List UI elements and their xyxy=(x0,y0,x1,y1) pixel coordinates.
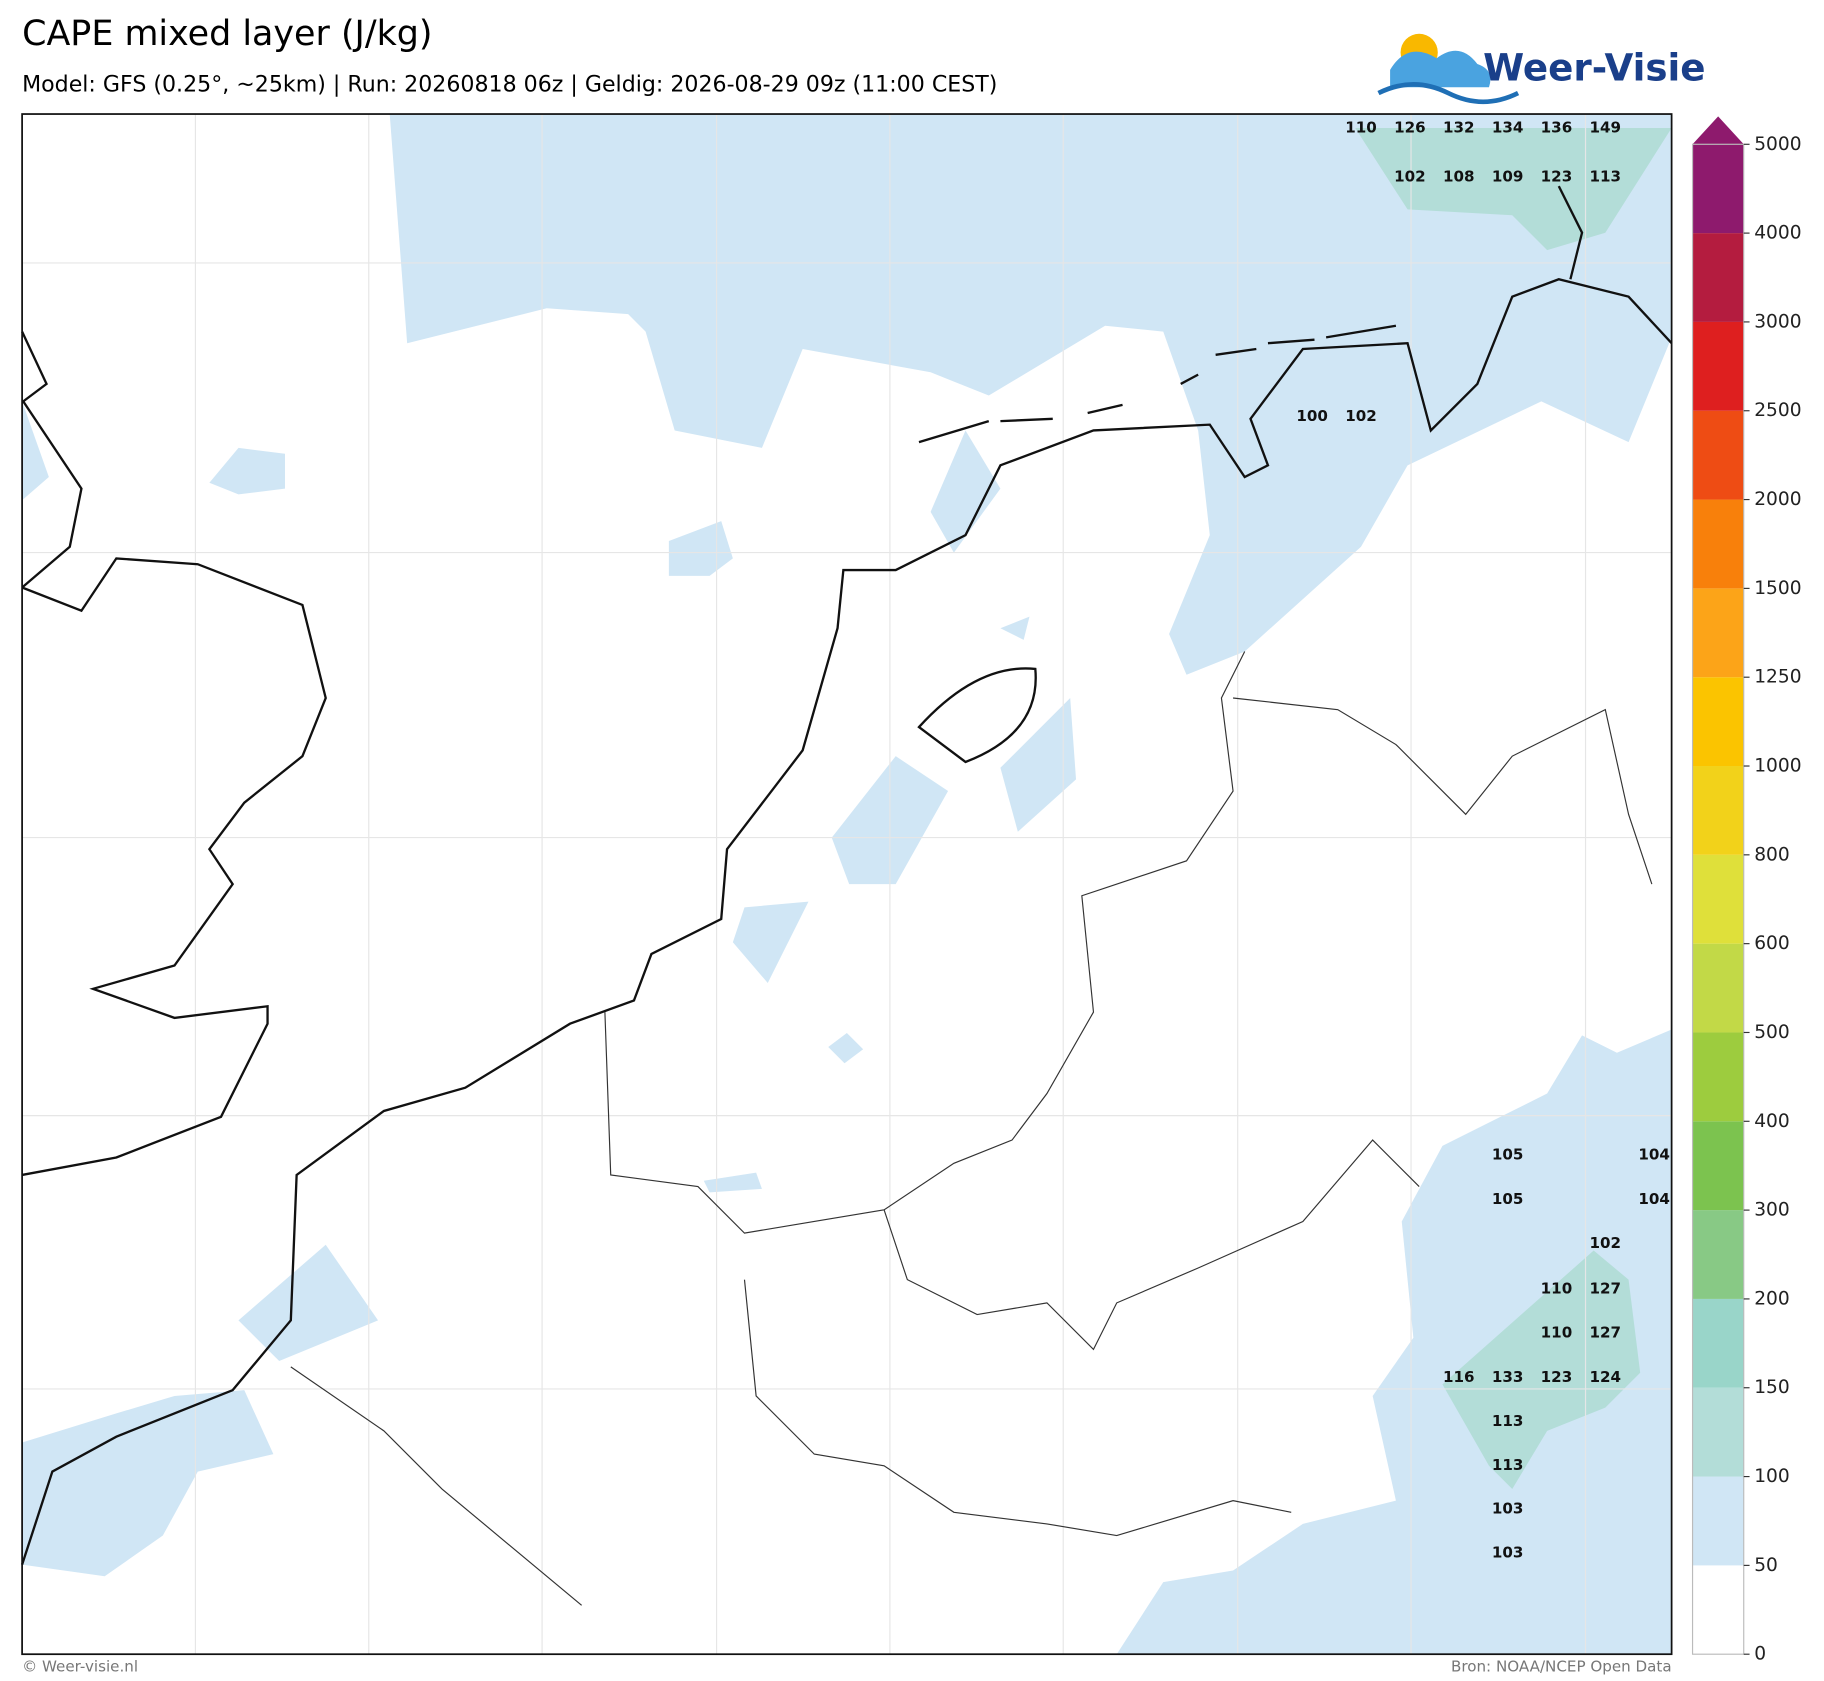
point-value: 110 xyxy=(1345,119,1377,137)
colorbar-bin xyxy=(1692,677,1744,767)
point-value: 102 xyxy=(1345,407,1377,425)
footer-left: © Weer-visie.nl xyxy=(22,1658,138,1676)
colorbar: 0 50 100 150 200 300 400 500 600 800 1000 1250 1500 2… xyxy=(1691,116,1802,1665)
point-value: 109 xyxy=(1492,167,1524,185)
point-value: 127 xyxy=(1590,1324,1622,1342)
subtitle: Model: GFS (0.25°, ~25km) | Run: 2026081… xyxy=(22,71,997,97)
point-value: 149 xyxy=(1590,119,1622,137)
colorbar-label: 5000 xyxy=(1754,134,1801,155)
point-value: 116 xyxy=(1443,1368,1475,1386)
logo: Weer-Visie xyxy=(1377,33,1706,105)
point-value: 123 xyxy=(1541,1368,1573,1386)
colorbar-bin xyxy=(1692,588,1744,678)
point-value: 134 xyxy=(1492,119,1524,137)
point-value: 132 xyxy=(1443,119,1475,137)
colorbar-bin xyxy=(1692,499,1744,589)
colorbar-label: 100 xyxy=(1754,1466,1790,1487)
point-value: 104 xyxy=(1638,1190,1670,1208)
point-value: 113 xyxy=(1492,1456,1524,1474)
point-value: 113 xyxy=(1492,1412,1524,1430)
cape-50-100 xyxy=(22,114,1672,1655)
colorbar-label: 400 xyxy=(1754,1111,1790,1132)
logo-text: Weer-Visie xyxy=(1483,45,1705,89)
point-value: 104 xyxy=(1638,1146,1670,1164)
colorbar-bin xyxy=(1692,321,1744,411)
point-value: 100 xyxy=(1296,407,1328,425)
colorbar-label: 2500 xyxy=(1754,400,1801,421)
point-value: 136 xyxy=(1541,119,1573,137)
point-value: 110 xyxy=(1541,1279,1573,1297)
point-value: 124 xyxy=(1590,1368,1622,1386)
title: CAPE mixed layer (J/kg) xyxy=(22,14,432,54)
point-value: 127 xyxy=(1590,1279,1622,1297)
point-value: 133 xyxy=(1492,1368,1524,1386)
colorbar-bin xyxy=(1692,410,1744,500)
colorbar-label: 0 xyxy=(1754,1644,1766,1665)
colorbar-frame xyxy=(1691,143,1745,1655)
colorbar-label: 4000 xyxy=(1754,223,1801,244)
colorbar-label: 150 xyxy=(1754,1377,1790,1398)
point-value: 105 xyxy=(1492,1190,1524,1208)
colorbar-bin xyxy=(1692,1121,1744,1211)
footer-right: Bron: NOAA/NCEP Open Data xyxy=(1451,1658,1672,1676)
map-frame xyxy=(21,113,1673,1656)
map: 110 126 132 134 136 149 102 108 109 123 113 100 102 1… xyxy=(20,113,1673,1656)
point-value: 103 xyxy=(1492,1544,1524,1562)
point-value: 113 xyxy=(1590,167,1622,185)
point-value: 108 xyxy=(1443,167,1475,185)
point-value: 126 xyxy=(1394,119,1426,137)
colorbar-bin xyxy=(1692,233,1744,322)
point-value: 105 xyxy=(1492,1146,1524,1164)
colorbar-bin xyxy=(1692,1565,1744,1655)
coastline xyxy=(20,185,1673,1565)
graticule xyxy=(22,114,1672,1655)
colorbar-label: 800 xyxy=(1754,844,1790,865)
colorbar-label: 200 xyxy=(1754,1288,1790,1309)
colorbar-label: 500 xyxy=(1754,1022,1790,1043)
point-value: 103 xyxy=(1492,1499,1524,1517)
colorbar-bin xyxy=(1692,1387,1744,1477)
colorbar-label: 2000 xyxy=(1754,489,1801,510)
colorbar-bin xyxy=(1692,766,1744,855)
colorbar-label: 3000 xyxy=(1754,311,1801,332)
colorbar-bin xyxy=(1692,1032,1744,1122)
colorbar-label: 1250 xyxy=(1754,667,1801,688)
colorbar-label: 300 xyxy=(1754,1200,1790,1221)
point-value: 123 xyxy=(1541,167,1573,185)
point-value: 102 xyxy=(1394,167,1426,185)
colorbar-label: 600 xyxy=(1754,933,1790,954)
colorbar-label: 50 xyxy=(1754,1555,1778,1576)
colorbar-bin xyxy=(1692,943,1744,1033)
colorbar-extend xyxy=(1692,116,1744,145)
colorbar-bin xyxy=(1692,1298,1744,1388)
colorbar-bin xyxy=(1692,1210,1744,1299)
borders xyxy=(290,651,1653,1606)
point-value: 110 xyxy=(1541,1324,1573,1342)
point-value: 102 xyxy=(1590,1234,1622,1252)
colorbar-bin xyxy=(1692,144,1744,234)
colorbar-label: 1500 xyxy=(1754,578,1801,599)
cape-100-150 xyxy=(1355,128,1672,1490)
point-values: 110 126 132 134 136 149 102 108 109 123 113 100 102 1… xyxy=(1296,119,1670,1562)
colorbar-bin xyxy=(1692,1476,1744,1566)
colorbar-label: 1000 xyxy=(1754,756,1801,777)
colorbar-bin xyxy=(1692,854,1744,944)
